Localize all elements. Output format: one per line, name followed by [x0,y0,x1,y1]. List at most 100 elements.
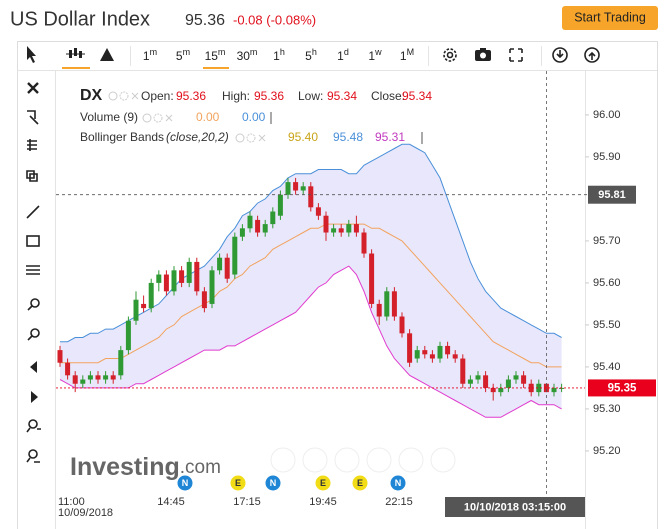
x-tick-label: 11:00 [58,496,85,508]
event-badge[interactable] [352,475,368,491]
band-fill [60,144,562,418]
price: 95.36 [185,12,225,29]
candle-body [315,207,321,216]
candle-body [407,333,413,363]
candle-body [452,354,458,359]
nav-button[interactable] [334,447,360,473]
candle-body [141,303,147,309]
interval-button[interactable]: 15m [205,47,226,63]
remove-icon [131,92,139,100]
x-tick-label: 22:15 [385,496,413,508]
page-title: US Dollar Index [10,8,150,30]
tool-icon[interactable] [26,170,38,182]
candle-body [103,375,109,380]
legend-bb: Bollinger Bands [80,130,164,144]
legend-volume-value: 0.00 [196,110,220,124]
lock-icon[interactable] [26,449,40,463]
candle-body [528,383,534,393]
start-trading-button[interactable] [562,6,658,30]
interval-button[interactable]: 1d [337,47,349,63]
camera-icon[interactable] [475,48,491,61]
candle-body [346,224,352,233]
candle-body [559,387,565,389]
event-badge[interactable] [315,475,331,491]
event-badge-label: E [320,478,326,488]
close-icon[interactable] [27,82,39,94]
interval-button[interactable]: 1h [273,47,285,63]
visibility-icon[interactable] [108,91,118,101]
crosshair-y-label: 95.81 [598,189,626,201]
candle-body [65,362,71,376]
download-icon[interactable] [552,47,568,63]
remove-icon [258,134,266,142]
candle-body [543,383,549,393]
settings-icon[interactable] [443,48,457,62]
event-badge-label: E [235,478,241,488]
zoom-out-icon[interactable] [27,328,40,341]
line-tool-icon[interactable] [26,205,40,219]
candle-body [391,291,397,317]
scroll-right-icon[interactable] [31,391,38,403]
candle-body [467,379,473,384]
visibility-icon[interactable] [142,113,152,123]
legend-bb-value: 95.31 [375,130,405,144]
scroll-left-icon[interactable] [30,361,37,373]
event-badge-label: N [395,478,402,488]
event-badge[interactable] [177,475,193,491]
candle-body [353,224,359,233]
button-label[interactable]: Start Trading [574,10,646,24]
legend-low: 95.34 [327,89,357,103]
candle-body [118,350,124,376]
event-badge[interactable] [390,475,406,491]
candle-body [171,270,177,292]
magnet-icon[interactable] [26,419,41,433]
interval-button[interactable]: 1w [368,47,382,63]
candle-body [369,253,375,304]
candles-icon[interactable] [66,48,85,58]
candle-body [217,257,223,271]
interval-unit: h [280,47,285,57]
candle-body [399,316,405,334]
rect-tool-icon[interactable] [26,235,40,247]
interval-button[interactable]: 5h [305,47,317,63]
active-underline [203,67,229,69]
nav-button[interactable] [302,447,328,473]
area-icon[interactable] [100,48,114,61]
candle-body [551,387,557,393]
visibility-icon[interactable] [235,133,245,143]
nav-button[interactable] [270,447,296,473]
interval-unit: m [150,47,158,57]
cursor-icon[interactable] [27,46,36,63]
interval-unit: m [218,47,226,57]
interval-number: 1 [337,49,344,63]
y-tick-label: 95.60 [593,277,621,289]
x-tick-label: 17:15 [233,496,261,508]
event-badge[interactable] [230,475,246,491]
candle-body [133,299,139,321]
lower-band-line [59,265,562,418]
interval-button[interactable]: 1M [400,47,414,63]
price-change: -0.08 (-0.08%) [233,12,316,27]
nav-buttons [270,447,456,473]
tool-icon[interactable] [27,139,37,151]
legend-symbol: DX [80,87,103,104]
candle-body [262,224,268,233]
nav-button[interactable] [398,447,424,473]
nav-button[interactable] [366,447,392,473]
settings-icon [119,91,129,101]
event-badge[interactable] [265,475,281,491]
zoom-in-icon[interactable] [27,298,40,311]
fullscreen-icon[interactable] [509,48,523,62]
tool-icon[interactable] [27,110,39,125]
interval-button[interactable]: 5m [176,47,190,63]
crosshair-x-label: 10/10/2018 03:15:00 [464,501,566,513]
interval-button[interactable]: 30m [237,47,258,63]
nav-button[interactable] [430,447,456,473]
event-badge-label: E [357,478,363,488]
interval-button[interactable]: 1m [143,47,157,63]
fib-tool-icon[interactable] [26,265,40,275]
candle-body [125,320,131,351]
candle-body [95,375,101,380]
upload-icon[interactable] [584,47,600,63]
